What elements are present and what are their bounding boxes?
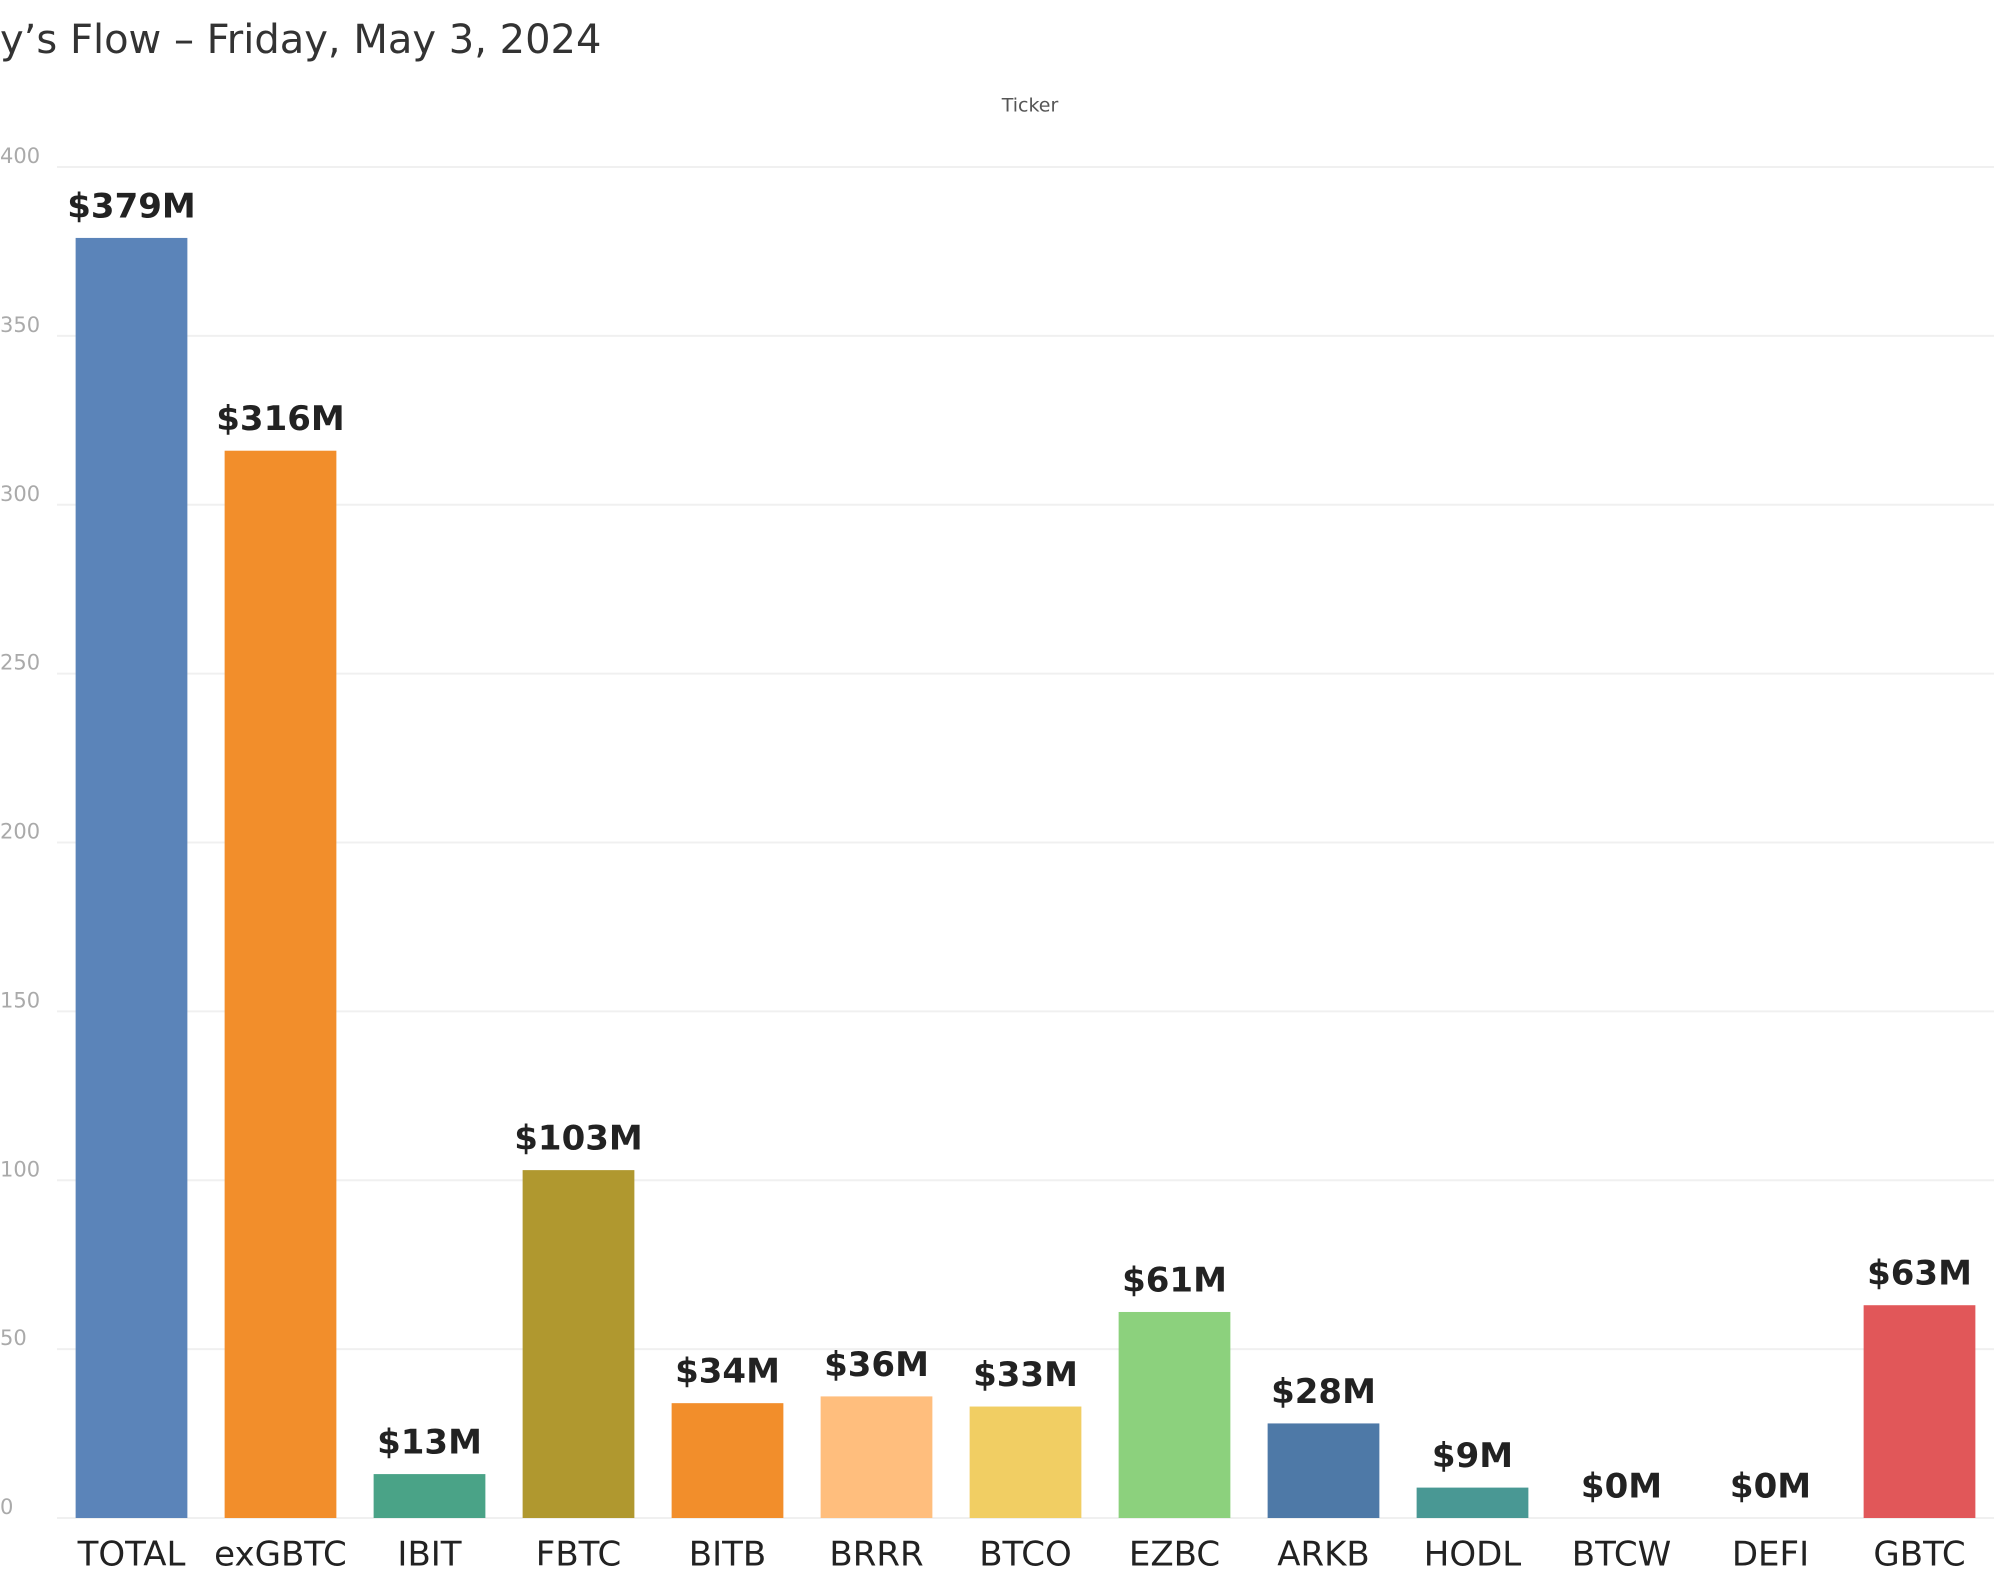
x-tick-label: exGBTC [214,1535,347,1575]
value-label: $36M [824,1345,929,1385]
x-tick-label: ARKB [1277,1535,1370,1575]
axis-label: Ticker [1001,95,1059,117]
y-tick-label: 100 [0,1157,40,1181]
x-tick-label: BTCW [1572,1535,1671,1575]
bar [671,1403,784,1518]
value-label: $33M [973,1355,1078,1395]
y-tick-label: 250 [0,651,40,675]
value-label: $316M [216,399,344,439]
value-label: $0M [1730,1467,1811,1507]
bar [820,1396,933,1518]
bar [1267,1423,1380,1518]
x-tick-label: BITB [689,1535,766,1575]
y-tick-label: 200 [0,820,40,844]
x-tick-label: IBIT [397,1535,461,1575]
y-tick-label: 350 [0,313,40,337]
bar [1118,1311,1231,1518]
y-tick-label: 50 [0,1326,27,1350]
value-label: $34M [675,1352,780,1392]
value-label: $13M [377,1423,482,1463]
y-tick-label: 150 [0,988,40,1012]
bar [522,1170,635,1518]
bar [75,237,188,1519]
x-tick-label: TOTAL [77,1535,186,1575]
y-tick-label: 300 [0,482,40,506]
x-tick-label: DEFI [1732,1535,1809,1575]
x-tick-label: EZBC [1129,1535,1220,1575]
value-label: $9M [1432,1436,1513,1476]
bar [1863,1305,1976,1518]
value-label: $28M [1271,1372,1376,1412]
bar [1416,1487,1529,1518]
value-label: $379M [67,186,195,226]
chart-title: y’s Flow – Friday, May 3, 2024 [0,17,601,63]
x-tick-label: BTCO [979,1535,1072,1575]
bar [373,1474,486,1518]
value-label: $0M [1581,1467,1662,1507]
value-label: $103M [514,1119,642,1159]
y-tick-label: 0 [0,1495,13,1519]
bar [224,450,337,1519]
x-tick-label: GBTC [1873,1535,1965,1575]
x-tick-label: FBTC [536,1535,621,1575]
x-tick-label: BRRR [829,1535,923,1575]
value-label: $61M [1122,1260,1227,1300]
x-tick-label: HODL [1424,1535,1522,1575]
y-tick-label: 400 [0,144,40,168]
value-label: $63M [1867,1254,1972,1294]
bar [969,1406,1082,1518]
